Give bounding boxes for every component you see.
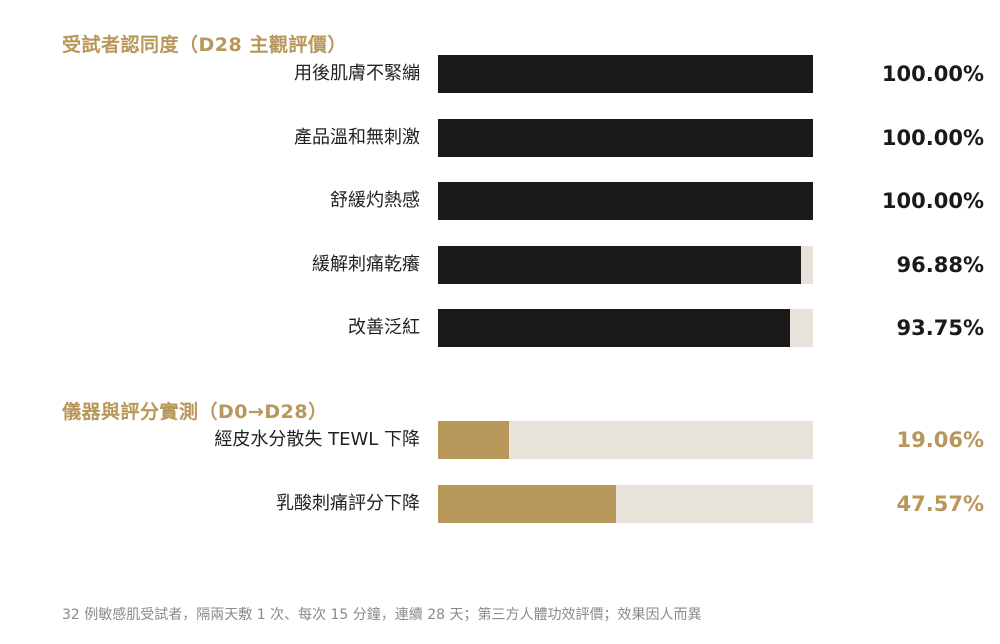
bar-fill	[438, 118, 813, 157]
bar-track	[438, 309, 813, 347]
bar-track	[438, 485, 813, 523]
bar-row-subjective-0: 用後肌膚不緊繃 100.00%	[0, 55, 1000, 93]
bar-value-label: 93.75%	[896, 316, 984, 340]
bar-fill	[438, 55, 813, 93]
bar-fill	[438, 182, 813, 220]
bar-value-label: 100.00%	[881, 125, 984, 150]
bar-label: 用後肌膚不緊繃	[294, 63, 420, 84]
bar-row-subjective-4: 改善泛紅 93.75%	[0, 309, 1000, 347]
bar-row-subjective-1: 產品溫和無刺激 100.00%	[0, 118, 1000, 157]
bar-row-subjective-2: 舒緩灼熱感 100.00%	[0, 182, 1000, 220]
bar-label: 改善泛紅	[348, 317, 420, 338]
bar-row-instrument-0: 經皮水分散失 TEWL 下降 19.06%	[0, 421, 1000, 459]
bar-fill	[438, 309, 790, 347]
bar-label: 舒緩灼熱感	[330, 190, 420, 211]
bar-track	[438, 245, 813, 284]
bar-value-label: 47.57%	[896, 492, 984, 516]
section-title-instrument: 儀器與評分實測（D0→D28）	[62, 401, 328, 423]
bar-label: 經皮水分散失 TEWL 下降	[214, 429, 420, 450]
footnote: 32 例敏感肌受試者，隔兩天敷 1 次、每次 15 分鐘，連續 28 天；第三方…	[62, 607, 702, 623]
bar-value-label: 96.88%	[896, 252, 984, 277]
bar-label: 乳酸刺痛評分下降	[276, 493, 420, 514]
bar-label: 產品溫和無刺激	[294, 126, 420, 148]
bar-track	[438, 55, 813, 93]
bar-track	[438, 182, 813, 220]
bar-label: 緩解刺痛乾癢	[312, 253, 420, 275]
bar-fill	[438, 421, 510, 459]
bar-row-subjective-3: 緩解刺痛乾癢 96.88%	[0, 245, 1000, 284]
bar-track	[438, 118, 813, 157]
bar-value-label: 100.00%	[881, 62, 984, 86]
bar-row-instrument-1: 乳酸刺痛評分下降 47.57%	[0, 485, 1000, 523]
bar-value-label: 100.00%	[881, 189, 984, 213]
bar-fill	[438, 245, 802, 284]
section-title-subjective: 受試者認同度（D28 主觀評價）	[62, 34, 347, 56]
bar-value-label: 19.06%	[896, 428, 984, 452]
bar-fill	[438, 485, 617, 523]
bar-track	[438, 421, 813, 459]
